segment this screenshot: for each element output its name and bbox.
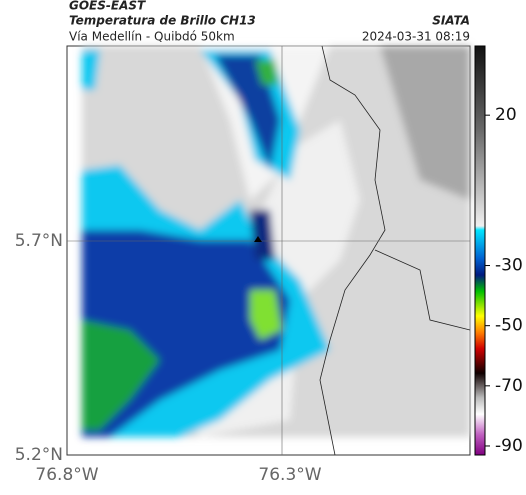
colorbar-tick-label: -70 xyxy=(495,376,523,396)
organization: SIATA xyxy=(432,14,470,28)
colorbar-tick-label: -50 xyxy=(495,316,523,336)
title: Temperatura de Brillo CH13 xyxy=(69,14,256,28)
colorbar-tick-label: -90 xyxy=(495,436,523,456)
lat-label: 5.2°N xyxy=(15,445,63,465)
map-image xyxy=(66,45,471,456)
subtitle: Vía Medellín - Quibdó 50km xyxy=(69,30,235,44)
lat-label: 5.7°N xyxy=(15,231,63,251)
source: GOES-EAST xyxy=(69,0,146,13)
lon-label: 76.3°W xyxy=(258,465,321,485)
lon-label: 76.8°W xyxy=(35,465,98,485)
datetime: 2024-03-31 08:19 xyxy=(362,30,470,44)
colorbar-tick-label: 20 xyxy=(495,105,517,125)
colorbar-tick-label: -30 xyxy=(495,256,523,276)
colorbar xyxy=(474,45,486,456)
